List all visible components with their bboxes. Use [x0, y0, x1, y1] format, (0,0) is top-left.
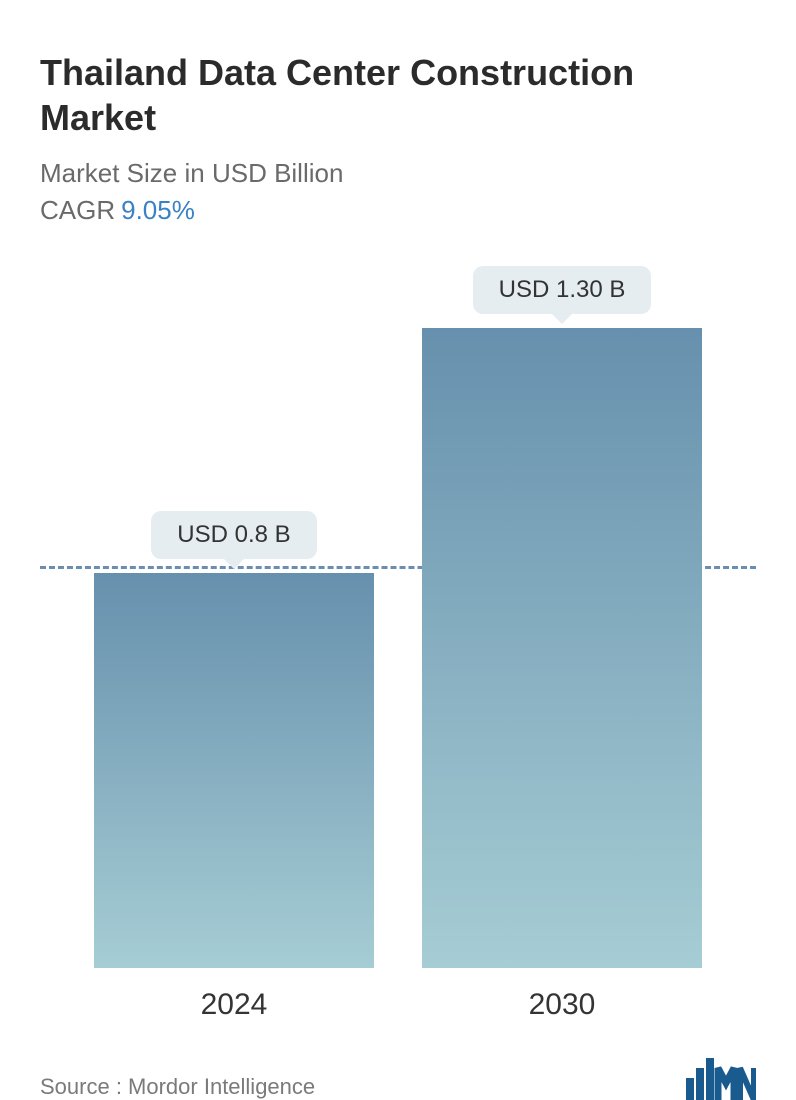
- chart-area: USD 0.8 B USD 1.30 B: [40, 266, 756, 968]
- chart-container: Thailand Data Center Construction Market…: [0, 0, 796, 1034]
- bar-value-label-1: USD 1.30 B: [473, 266, 652, 314]
- cagr-label: CAGR: [40, 195, 115, 225]
- bar-1: [422, 328, 702, 968]
- logo-icon: [686, 1058, 756, 1100]
- chart-title: Thailand Data Center Construction Market: [40, 50, 756, 140]
- cagr-line: CAGR9.05%: [40, 195, 756, 226]
- bar-value-label-0: USD 0.8 B: [151, 511, 316, 559]
- bar-group-1: USD 1.30 B: [422, 266, 702, 968]
- bar-group-0: USD 0.8 B: [94, 511, 374, 968]
- chart-subtitle: Market Size in USD Billion: [40, 158, 756, 189]
- bar-0: [94, 573, 374, 968]
- x-axis-labels: 2024 2030: [40, 968, 756, 1022]
- x-label-0: 2024: [94, 988, 374, 1022]
- x-label-1: 2030: [422, 988, 702, 1022]
- cagr-value: 9.05%: [121, 195, 195, 225]
- source-label: Source : Mordor Intelligence: [40, 1074, 315, 1100]
